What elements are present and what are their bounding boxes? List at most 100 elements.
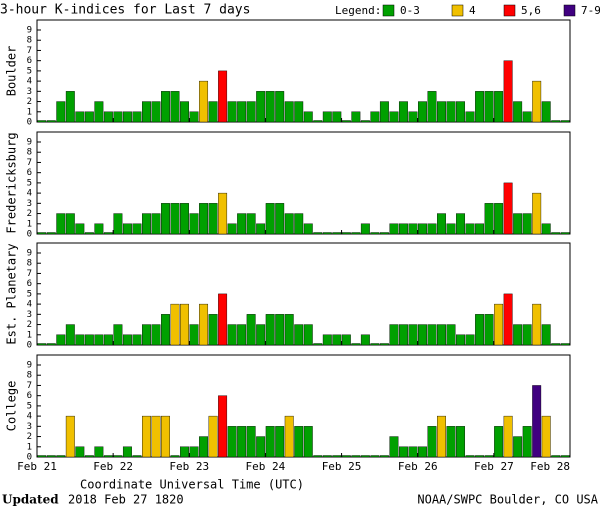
bar bbox=[389, 324, 399, 346]
bar bbox=[522, 213, 532, 235]
bar bbox=[141, 324, 151, 346]
panel-label: Fredericksburg bbox=[5, 132, 19, 233]
y-tick-label: 7 bbox=[27, 46, 32, 56]
bar bbox=[161, 415, 170, 458]
bar bbox=[513, 213, 523, 235]
bar bbox=[332, 232, 342, 235]
bar bbox=[560, 343, 570, 346]
bar bbox=[227, 223, 237, 235]
legend-swatch bbox=[382, 4, 395, 17]
bar bbox=[151, 101, 161, 123]
bar bbox=[94, 223, 104, 235]
bar bbox=[551, 455, 561, 458]
bar bbox=[94, 334, 104, 346]
y-tick-label: 4 bbox=[27, 300, 32, 310]
bar bbox=[465, 455, 475, 458]
bar bbox=[218, 293, 228, 346]
y-tick-label: 2 bbox=[27, 209, 32, 219]
y-tick-label: 5 bbox=[27, 401, 32, 411]
bar bbox=[37, 455, 47, 458]
bar bbox=[151, 324, 161, 346]
bar bbox=[332, 334, 342, 346]
bar bbox=[227, 101, 237, 123]
y-tick-label: 3 bbox=[27, 310, 32, 320]
chart-title: 3-hour K-indices for Last 7 days bbox=[0, 3, 250, 18]
bar bbox=[227, 426, 237, 458]
y-tick-label: 2 bbox=[27, 320, 32, 330]
bar bbox=[37, 120, 47, 123]
bar bbox=[103, 232, 113, 235]
bar bbox=[275, 203, 285, 235]
bar bbox=[370, 455, 380, 458]
bar bbox=[56, 334, 66, 346]
bar bbox=[103, 111, 113, 123]
bar bbox=[180, 303, 189, 346]
y-tick-label: 9 bbox=[27, 138, 32, 148]
bar bbox=[494, 91, 504, 123]
bar bbox=[189, 446, 199, 458]
bar bbox=[322, 455, 332, 458]
bar bbox=[170, 303, 180, 346]
bar bbox=[122, 223, 132, 235]
bar bbox=[246, 101, 256, 123]
bar bbox=[475, 455, 485, 458]
bar bbox=[351, 232, 361, 235]
updated-label: Updated bbox=[2, 493, 59, 507]
bar bbox=[475, 91, 485, 123]
bar bbox=[360, 223, 370, 235]
bar bbox=[408, 111, 418, 123]
bar bbox=[360, 455, 370, 458]
y-tick-label: 8 bbox=[27, 259, 32, 269]
bar bbox=[494, 203, 504, 235]
bar bbox=[94, 446, 104, 458]
legend-swatch bbox=[563, 4, 576, 17]
bar bbox=[446, 324, 456, 346]
bar bbox=[427, 223, 437, 235]
bar bbox=[437, 101, 446, 123]
y-tick-label: 9 bbox=[27, 26, 32, 36]
bar bbox=[141, 415, 151, 458]
credit: NOAA/SWPC Boulder, CO USA bbox=[417, 493, 598, 507]
bar bbox=[218, 192, 228, 235]
bar bbox=[398, 101, 408, 123]
bar bbox=[484, 455, 494, 458]
bar bbox=[65, 91, 75, 123]
bar bbox=[341, 455, 351, 458]
bar bbox=[161, 314, 170, 346]
bar bbox=[456, 213, 466, 235]
bar bbox=[408, 446, 418, 458]
bar bbox=[37, 343, 47, 346]
legend-label: 0-3 bbox=[400, 4, 420, 17]
bar bbox=[513, 101, 523, 123]
bar bbox=[560, 455, 570, 458]
bar bbox=[503, 415, 513, 458]
bar bbox=[75, 111, 85, 123]
bar bbox=[303, 111, 313, 123]
bar bbox=[294, 426, 304, 458]
bar bbox=[46, 455, 56, 458]
bar bbox=[313, 232, 323, 235]
bar bbox=[360, 334, 370, 346]
bar bbox=[522, 426, 532, 458]
bar bbox=[265, 203, 275, 235]
bar bbox=[103, 334, 113, 346]
bar bbox=[379, 101, 389, 123]
bar bbox=[427, 91, 437, 123]
bar bbox=[256, 91, 266, 123]
y-tick-label: 0 bbox=[27, 341, 32, 351]
bar bbox=[322, 111, 332, 123]
y-tick-label: 5 bbox=[27, 178, 32, 188]
y-tick-label: 7 bbox=[27, 381, 32, 391]
bar bbox=[122, 111, 132, 123]
bar bbox=[65, 415, 75, 458]
bar bbox=[522, 324, 532, 346]
y-tick-label: 0 bbox=[27, 118, 32, 128]
bar bbox=[360, 120, 370, 123]
bar bbox=[294, 101, 304, 123]
bar bbox=[560, 232, 570, 235]
bar bbox=[122, 334, 132, 346]
bar bbox=[246, 213, 256, 235]
bar bbox=[113, 324, 123, 346]
legend-label: 5,6 bbox=[521, 4, 541, 17]
bar bbox=[437, 415, 446, 458]
